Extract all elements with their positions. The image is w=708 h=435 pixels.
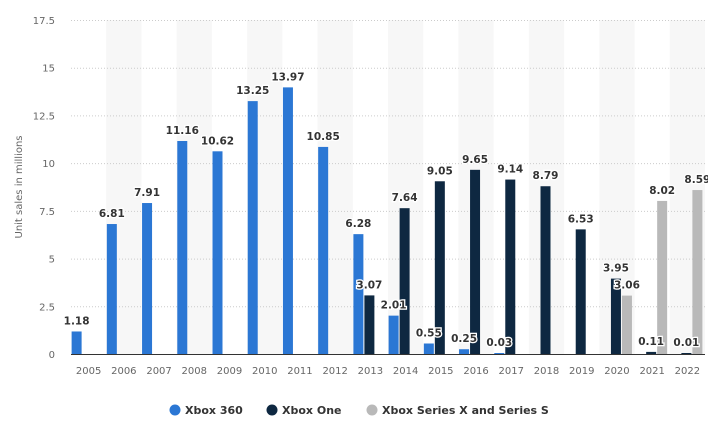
legend: Xbox 360 Xbox One Xbox Series X and Series… [169, 404, 549, 417]
legend-label: Xbox Series X and Series S [382, 404, 549, 417]
bar-xbox-one [646, 351, 657, 354]
x-axis-ticks: 2005 2006 2007 2008 2009 2010 2011 2012 2013 2014… [76, 366, 700, 377]
x-tick-label: 2013 [358, 366, 383, 377]
y-tick-label: 2.5 [39, 302, 55, 313]
bar-xbox-360 [106, 224, 117, 354]
x-tick-label: 2020 [604, 366, 629, 377]
data-label: 10.85 [307, 131, 340, 143]
bar-xbox-one [505, 179, 516, 354]
data-label: 3.06 [614, 280, 640, 292]
bar-xbox-360 [353, 234, 364, 354]
y-axis-label: Unit sales in millions [14, 135, 25, 238]
bar-xbox-360 [212, 151, 223, 354]
gridlines [71, 20, 705, 308]
x-tick-label: 2011 [287, 366, 312, 377]
data-label: 8.79 [533, 170, 559, 182]
data-label: 7.64 [392, 192, 418, 204]
bar-xbox-360 [282, 87, 293, 355]
bars [71, 87, 703, 355]
bar-xbox-360 [494, 353, 505, 354]
y-tick-label: 10 [42, 159, 55, 170]
data-label: 9.65 [462, 154, 488, 166]
bar-xbox-360 [318, 146, 329, 354]
data-label: 1.18 [64, 315, 90, 327]
bar-xbox-series-x-and-series-s [621, 295, 632, 354]
y-tick-label: 17.5 [33, 16, 55, 27]
data-label: 0.55 [416, 328, 442, 340]
legend-marker [266, 404, 278, 416]
bar-xbox-360 [71, 331, 82, 354]
x-tick-label: 2007 [146, 366, 171, 377]
data-label: 8.02 [649, 185, 675, 197]
bar-xbox-one [681, 353, 692, 354]
x-tick-label: 2022 [675, 366, 700, 377]
data-label: 9.05 [427, 165, 453, 177]
data-label: 6.53 [568, 213, 594, 225]
bar-xbox-360 [459, 349, 470, 354]
y-axis-ticks: 0 2.5 5 7.5 10 12.5 15 17.5 [33, 16, 55, 361]
data-label: 13.97 [271, 71, 304, 83]
legend-label: Xbox One [282, 404, 341, 417]
x-tick-label: 2012 [322, 366, 347, 377]
y-tick-label: 7.5 [39, 207, 55, 218]
x-tick-label: 2017 [499, 366, 524, 377]
x-tick-label: 2016 [463, 366, 488, 377]
bar-xbox-series-x-and-series-s [657, 200, 668, 354]
data-label: 8.59 [684, 174, 708, 186]
x-tick-label: 2021 [639, 366, 664, 377]
data-label: 0.01 [673, 337, 699, 349]
legend-marker [169, 404, 181, 416]
data-label: 2.01 [381, 300, 407, 312]
bar-xbox-one [434, 181, 445, 354]
data-label: 0.03 [486, 337, 512, 349]
data-label: 6.81 [99, 208, 125, 220]
y-tick-label: 12.5 [33, 111, 55, 122]
y-tick-label: 15 [42, 64, 55, 75]
data-label: 3.95 [603, 263, 629, 275]
bar-xbox-360 [423, 343, 434, 354]
bar-xbox-360 [142, 203, 153, 354]
x-tick-label: 2005 [76, 366, 101, 377]
data-label: 7.91 [134, 187, 160, 199]
data-label: 6.28 [345, 218, 371, 230]
data-label: 0.11 [638, 336, 664, 348]
bar-xbox-one [610, 278, 621, 354]
data-label: 0.25 [451, 333, 477, 345]
bar-xbox-360 [388, 315, 399, 354]
bar-xbox-360 [247, 101, 258, 354]
x-tick-label: 2018 [534, 366, 559, 377]
data-label: 9.14 [497, 164, 523, 176]
x-tick-label: 2009 [217, 366, 242, 377]
y-tick-label: 0 [49, 350, 55, 361]
x-tick-label: 2019 [569, 366, 594, 377]
data-label: 11.16 [166, 125, 199, 137]
data-label: 13.25 [236, 85, 269, 97]
x-tick-label: 2010 [252, 366, 277, 377]
x-tick-label: 2015 [428, 366, 453, 377]
bar-xbox-one [540, 186, 551, 354]
data-label: 3.07 [356, 279, 382, 291]
y-tick-label: 5 [49, 255, 55, 266]
data-label: 10.62 [201, 135, 234, 147]
bar-xbox-one [399, 208, 410, 354]
bar-xbox-one [575, 229, 586, 354]
bar-xbox-one [470, 169, 481, 354]
x-tick-label: 2008 [182, 366, 207, 377]
legend-label: Xbox 360 [185, 404, 243, 417]
x-tick-label: 2006 [111, 366, 136, 377]
legend-marker [366, 404, 378, 416]
bar-xbox-360 [177, 141, 188, 354]
x-tick-label: 2014 [393, 366, 418, 377]
bar-xbox-series-x-and-series-s [692, 190, 703, 354]
bar-xbox-one [364, 295, 375, 354]
